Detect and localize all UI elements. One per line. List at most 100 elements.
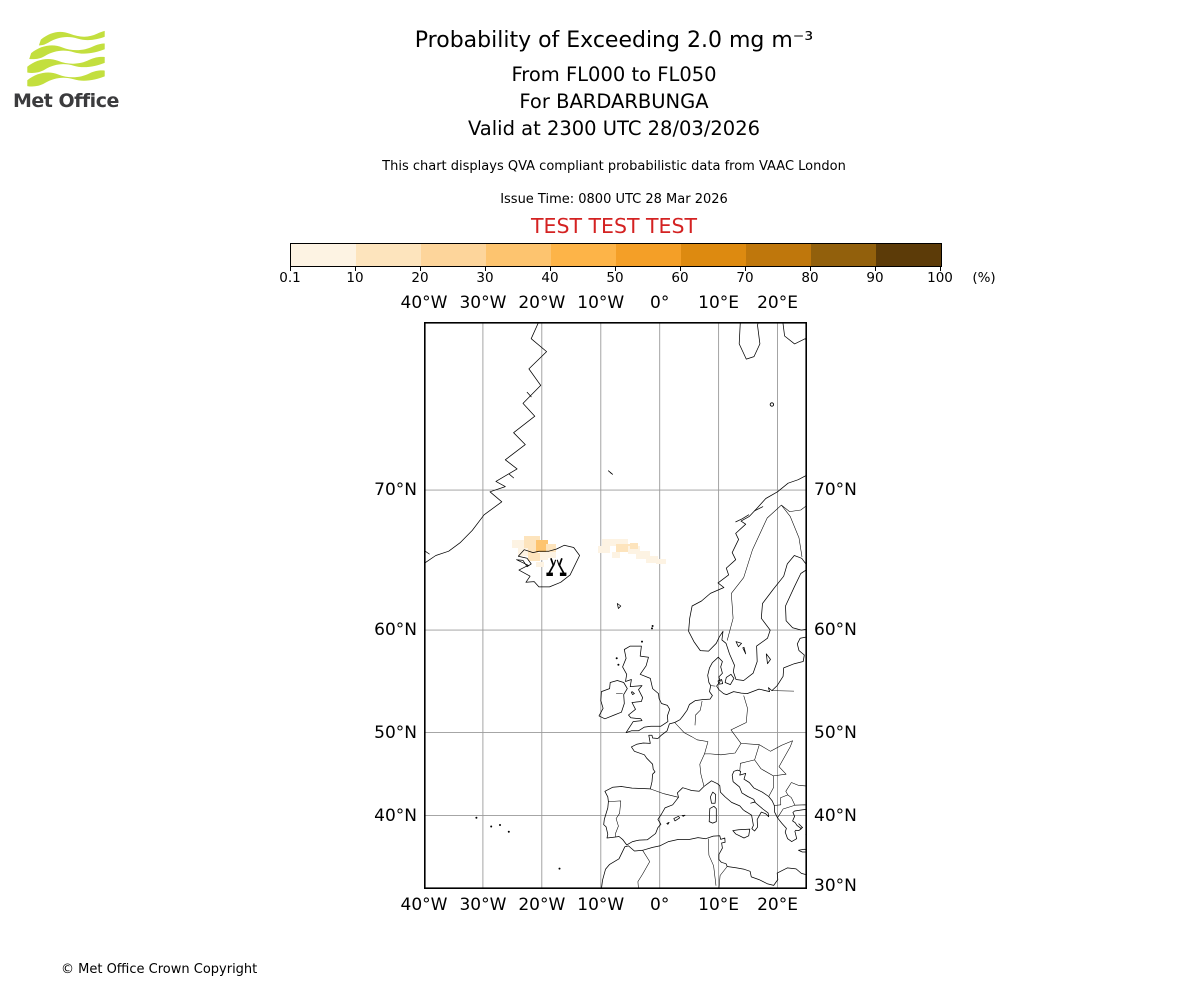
country-border xyxy=(650,788,679,798)
map-background xyxy=(424,322,807,889)
met-office-logo xyxy=(26,28,106,88)
coastline xyxy=(688,474,807,681)
lon-tick-label-top: 30°W xyxy=(459,293,507,313)
met-office-waves-icon xyxy=(27,30,105,87)
lon-tick-label-bottom: 10°E xyxy=(698,895,740,915)
coastline xyxy=(424,322,547,564)
colorbar-tick xyxy=(875,266,876,271)
ash-probability-cell xyxy=(512,540,526,548)
coastline xyxy=(798,848,807,853)
ash-probability-cell xyxy=(598,546,610,553)
island-speck xyxy=(499,824,501,826)
coastline xyxy=(732,828,751,839)
coastline xyxy=(424,550,430,555)
ash-probability-cell xyxy=(518,548,528,556)
lat-tick-label-right: 40°N xyxy=(814,805,857,826)
lon-tick-label-top: 0° xyxy=(650,293,670,313)
country-border xyxy=(704,695,748,756)
coastline xyxy=(601,835,807,889)
ash-probability-cell xyxy=(536,540,548,552)
ash-probability-cell xyxy=(546,544,556,552)
country-border xyxy=(785,782,792,796)
map xyxy=(424,322,807,889)
colorbar-tick xyxy=(680,266,681,271)
coastline xyxy=(742,646,747,655)
colorbar-tick-label: 30 xyxy=(476,270,494,286)
ash-probability-cell xyxy=(524,536,540,544)
country-border xyxy=(718,866,728,889)
colorbar-tick-label: 50 xyxy=(606,270,624,286)
lon-tick-label-bottom: 20°E xyxy=(757,895,798,915)
colorbar-tick xyxy=(420,266,421,271)
ash-probability-cell xyxy=(612,552,620,558)
island-speck xyxy=(641,640,643,643)
colorbar-segment-60-70 xyxy=(681,244,746,266)
map-frame xyxy=(424,322,807,889)
colorbar-tick xyxy=(810,266,811,271)
country-border xyxy=(794,804,807,806)
coastline xyxy=(631,691,635,695)
coastline xyxy=(724,673,735,685)
chart-subtitle-valid-time: Valid at 2300 UTC 28/03/2026 xyxy=(467,117,761,140)
island-speck xyxy=(507,830,510,833)
lon-tick-label-top: 20°E xyxy=(757,293,798,313)
country-border xyxy=(791,782,807,787)
volcano-marker-icon xyxy=(546,558,567,577)
country-border xyxy=(771,690,795,692)
colorbar-segment-30-40 xyxy=(486,244,551,266)
lat-tick-label-right: 70°N xyxy=(814,480,857,501)
country-border xyxy=(781,504,803,557)
coastline xyxy=(603,636,807,846)
ash-probability-cell xyxy=(528,553,540,561)
colorbar-tick-label: 60 xyxy=(671,270,689,286)
small-islands xyxy=(475,402,807,870)
lon-tick-label-top: 20°W xyxy=(518,293,566,313)
colorbar-tick xyxy=(550,266,551,271)
coastlines xyxy=(424,322,807,889)
lon-tick-label-bottom: 40°W xyxy=(400,895,448,915)
lon-tick-label-top: 10°E xyxy=(698,293,740,313)
coastline xyxy=(782,322,807,345)
lon-tick-label-bottom: 10°W xyxy=(577,895,625,915)
chart-subtitle-flight-levels: From FL000 to FL050 xyxy=(511,63,717,86)
colorbar-tick-label: 100 xyxy=(927,270,953,286)
ash-probability-cell xyxy=(602,539,628,546)
met-office-logo-text: Met Office xyxy=(13,90,119,112)
colorbar-segment-50-60 xyxy=(616,244,681,266)
coastline xyxy=(608,470,613,475)
coastline xyxy=(798,823,803,829)
coastline xyxy=(622,645,671,733)
lat-tick-label-left: 70°N xyxy=(374,480,417,501)
ash-probability-cell xyxy=(548,552,556,558)
colorbar-tick-label: 10 xyxy=(346,270,364,286)
ash-probability-cell xyxy=(646,556,658,563)
issue-time-text: Issue Time: 0800 UTC 28 Mar 2026 xyxy=(500,192,728,207)
colorbar xyxy=(290,243,942,267)
island-speck xyxy=(490,825,493,828)
country-border xyxy=(754,759,774,777)
colorbar-tick-label: 90 xyxy=(866,270,884,286)
coastline xyxy=(708,805,717,824)
coastline xyxy=(509,473,514,479)
colorbar-segment-20-30 xyxy=(421,244,486,266)
test-banner: TEST TEST TEST xyxy=(530,214,698,238)
country-border xyxy=(726,504,807,641)
gridlines xyxy=(424,322,807,889)
lon-tick-label-bottom: 20°W xyxy=(518,895,566,915)
colorbar-segment-40-50 xyxy=(551,244,616,266)
country-border xyxy=(674,722,709,742)
colorbar-tick xyxy=(355,266,356,271)
island-speck xyxy=(558,867,561,870)
colorbar-tick xyxy=(940,266,941,271)
country-border xyxy=(708,838,717,886)
colorbar-segment-90-100 xyxy=(876,244,941,266)
ash-probability-cell xyxy=(616,544,630,552)
island-speck xyxy=(617,663,620,666)
colorbar-tick xyxy=(745,266,746,271)
bear-island xyxy=(769,402,775,407)
ash-probability-cell xyxy=(536,562,544,567)
lon-tick-label-bottom: 30°W xyxy=(459,895,507,915)
coastline xyxy=(765,653,771,665)
colorbar-tick-label: 20 xyxy=(411,270,429,286)
